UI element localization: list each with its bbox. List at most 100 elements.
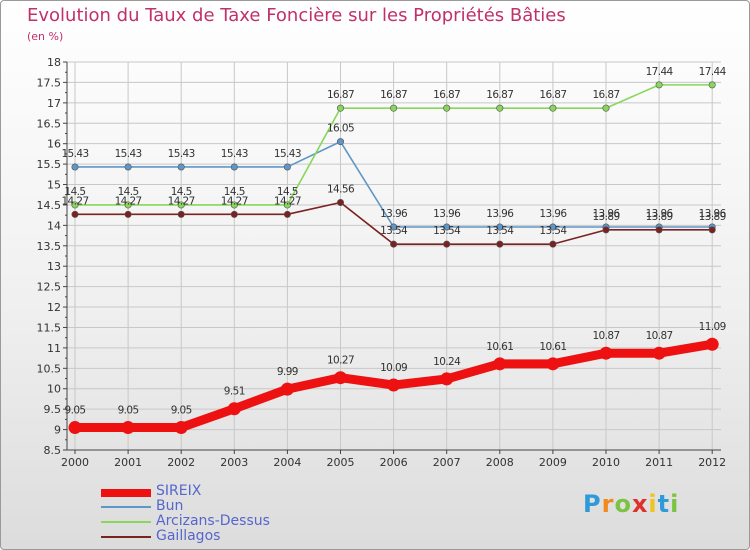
y-tick-label: 12.5: [37, 281, 62, 294]
data-label-arcizans-dessus: 16.87: [380, 89, 407, 101]
x-tick-label: 2001: [114, 456, 142, 469]
data-label-bun: 13.96: [699, 208, 727, 220]
data-label-bun: 13.96: [486, 208, 514, 220]
legend-swatch-arcizans-dessus: [101, 521, 151, 523]
x-tick-label: 2011: [645, 456, 673, 469]
data-label-arcizans-dessus: 14.5: [277, 186, 298, 198]
y-tick-label: 15.5: [37, 158, 62, 171]
data-label-gaillagos: 14.27: [168, 195, 195, 207]
point-bun-2005: [336, 138, 344, 146]
y-tick-label: 10: [47, 383, 61, 396]
point-arcizans-dessus-2006: [390, 104, 398, 112]
point-sireix-2003: [227, 402, 241, 416]
x-tick-label: 2008: [486, 456, 514, 469]
y-tick-label: 10.5: [37, 362, 62, 375]
data-label-gaillagos: 14.27: [221, 195, 248, 207]
y-tick-label: 16.5: [37, 117, 62, 130]
point-gaillagos-2004: [283, 210, 291, 218]
data-label-gaillagos: 14.27: [61, 195, 88, 207]
point-gaillagos-2012: [708, 226, 716, 234]
data-label-sireix: 9.51: [224, 386, 245, 398]
point-arcizans-dessus-2007: [443, 104, 451, 112]
point-arcizans-dessus-2004: [283, 201, 291, 209]
legend-swatch-gaillagos: [101, 536, 151, 538]
point-gaillagos-2005: [336, 198, 344, 206]
data-label-bun: 15.43: [61, 148, 88, 160]
point-gaillagos-2010: [602, 226, 610, 234]
data-label-gaillagos: 13.54: [486, 225, 514, 237]
data-label-gaillagos: 13.54: [433, 225, 461, 237]
point-gaillagos-2002: [177, 210, 185, 218]
point-sireix-2000: [68, 421, 82, 435]
point-gaillagos-2006: [390, 240, 398, 248]
data-label-sireix: 10.87: [646, 330, 673, 342]
y-tick-label: 15: [47, 179, 61, 192]
data-label-sireix: 10.27: [327, 355, 354, 367]
x-tick-label: 2005: [327, 456, 355, 469]
point-sireix-2008: [493, 357, 507, 371]
data-label-bun: 15.43: [221, 148, 248, 160]
legend-label-arcizans-dessus: Arcizans-Dessus: [156, 513, 270, 529]
x-tick-label: 2007: [433, 456, 461, 469]
point-gaillagos-2001: [124, 210, 132, 218]
y-tick-label: 11: [47, 342, 61, 355]
point-bun-2006: [390, 223, 398, 231]
x-tick-label: 2000: [61, 456, 89, 469]
data-label-arcizans-dessus: 16.87: [592, 89, 619, 101]
y-tick-label: 12: [47, 301, 61, 314]
y-tick-label: 14.5: [37, 199, 62, 212]
point-sireix-2009: [546, 357, 560, 371]
point-bun-2000: [71, 163, 79, 171]
data-label-arcizans-dessus: 14.5: [118, 186, 139, 198]
point-arcizans-dessus-2012: [708, 81, 716, 89]
data-label-bun: 13.96: [433, 208, 461, 220]
y-tick-label: 14: [47, 219, 61, 232]
y-tick-label: 17: [47, 97, 61, 110]
y-tick-label: 9.5: [44, 403, 62, 416]
data-labels: 15.43 15.43 15.43 15.43 15.43 16.05 13.96 13.96…: [61, 66, 727, 417]
data-points: [68, 81, 719, 435]
data-label-bun: 13.96: [539, 208, 567, 220]
point-bun-2002: [177, 163, 185, 171]
axes: 8.599.51010.51111.51212.51313.51414.5151…: [37, 56, 727, 469]
legend-label-bun: Bun: [156, 498, 184, 514]
x-tick-label: 2002: [167, 456, 195, 469]
legend-label-sireix: SIREIX: [156, 483, 202, 499]
data-label-arcizans-dessus: 16.87: [433, 89, 460, 101]
data-label-gaillagos: 13.54: [380, 225, 408, 237]
data-label-sireix: 10.87: [592, 330, 619, 342]
data-label-sireix: 9.99: [277, 366, 298, 378]
data-label-sireix: 10.24: [433, 356, 461, 368]
point-bun-2001: [124, 163, 132, 171]
data-label-gaillagos: 13.54: [539, 225, 567, 237]
data-label-arcizans-dessus: 17.44: [646, 66, 674, 78]
y-tick-label: 16: [47, 138, 61, 151]
point-arcizans-dessus-2000: [71, 201, 79, 209]
data-label-bun: 13.96: [592, 208, 620, 220]
data-label-gaillagos: 13.89: [699, 211, 726, 223]
point-sireix-2010: [599, 346, 613, 360]
point-bun-2007: [443, 223, 451, 231]
point-gaillagos-2009: [549, 240, 557, 248]
point-sireix-2007: [440, 372, 454, 386]
data-label-sireix: 9.05: [171, 405, 192, 417]
data-label-arcizans-dessus: 14.5: [65, 186, 86, 198]
point-arcizans-dessus-2003: [230, 201, 238, 209]
point-arcizans-dessus-2009: [549, 104, 557, 112]
data-label-gaillagos: 14.27: [115, 195, 142, 207]
data-label-gaillagos: 13.89: [592, 211, 619, 223]
data-label-bun: 16.05: [327, 123, 354, 135]
point-gaillagos-2007: [443, 240, 451, 248]
point-sireix-2005: [334, 371, 347, 385]
x-tick-label: 2010: [592, 456, 620, 469]
grid: [67, 61, 721, 451]
point-arcizans-dessus-2008: [496, 104, 504, 112]
x-tick-label: 2006: [380, 456, 408, 469]
point-bun-2003: [230, 163, 238, 171]
data-label-sireix: 11.09: [699, 321, 726, 333]
data-label-sireix: 10.09: [380, 362, 407, 374]
data-label-sireix: 10.61: [486, 341, 513, 353]
data-label-arcizans-dessus: 14.5: [171, 186, 192, 198]
point-bun-2004: [283, 163, 291, 171]
